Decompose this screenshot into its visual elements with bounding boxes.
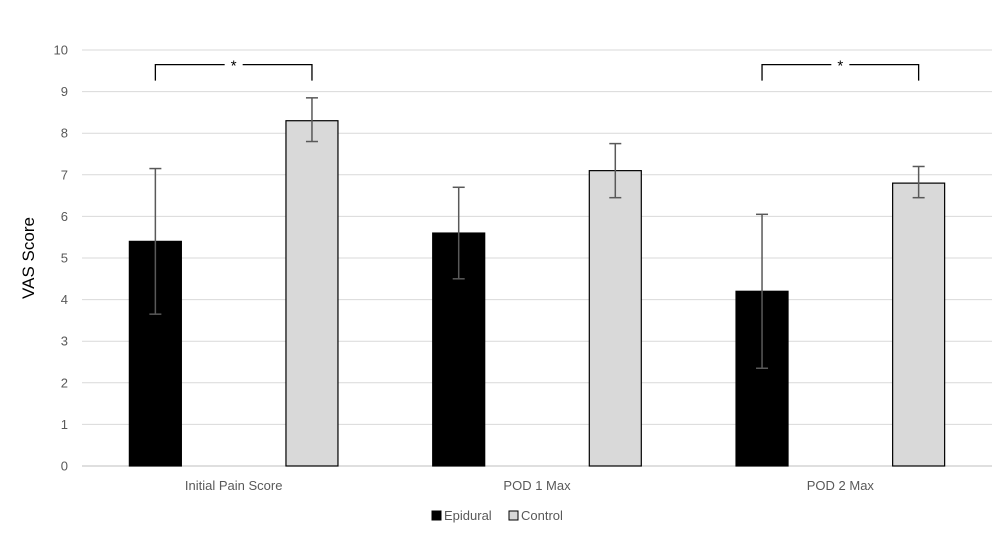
bar-control xyxy=(588,170,642,467)
significance-marker: * xyxy=(231,58,237,75)
y-tick-label: 8 xyxy=(61,126,68,141)
y-tick-label: 7 xyxy=(61,167,68,182)
y-tick-label: 4 xyxy=(61,292,68,307)
category-label: POD 2 Max xyxy=(807,478,875,493)
legend-swatch-epidural xyxy=(431,510,442,521)
significance-marker: * xyxy=(837,58,843,75)
legend-label-control: Control xyxy=(521,508,563,523)
legend-swatch-control xyxy=(508,510,519,521)
error-bars xyxy=(149,97,925,369)
y-tick-label: 0 xyxy=(61,459,68,474)
significance-bracket xyxy=(154,63,313,81)
y-tick-label: 1 xyxy=(61,417,68,432)
legend: Epidural Control xyxy=(431,508,563,523)
bar-control xyxy=(892,182,946,467)
bars xyxy=(128,120,946,467)
y-tick-label: 10 xyxy=(54,43,68,58)
bar-control xyxy=(285,120,339,467)
gridlines xyxy=(82,49,992,467)
y-tick-label: 2 xyxy=(61,375,68,390)
y-tick-label: 9 xyxy=(61,84,68,99)
significance-bracket xyxy=(761,63,920,81)
y-tick-label: 3 xyxy=(61,334,68,349)
y-axis-label: VAS Score xyxy=(19,217,38,299)
significance-brackets: * * xyxy=(154,58,920,81)
category-labels: Initial Pain Score POD 1 Max POD 2 Max xyxy=(185,478,875,493)
y-tick-label: 6 xyxy=(61,209,68,224)
legend-label-epidural: Epidural xyxy=(444,508,492,523)
y-tick-labels: 0 1 2 3 4 5 6 7 8 9 10 xyxy=(54,43,68,474)
category-label: POD 1 Max xyxy=(503,478,571,493)
category-label: Initial Pain Score xyxy=(185,478,283,493)
y-tick-label: 5 xyxy=(61,251,68,266)
